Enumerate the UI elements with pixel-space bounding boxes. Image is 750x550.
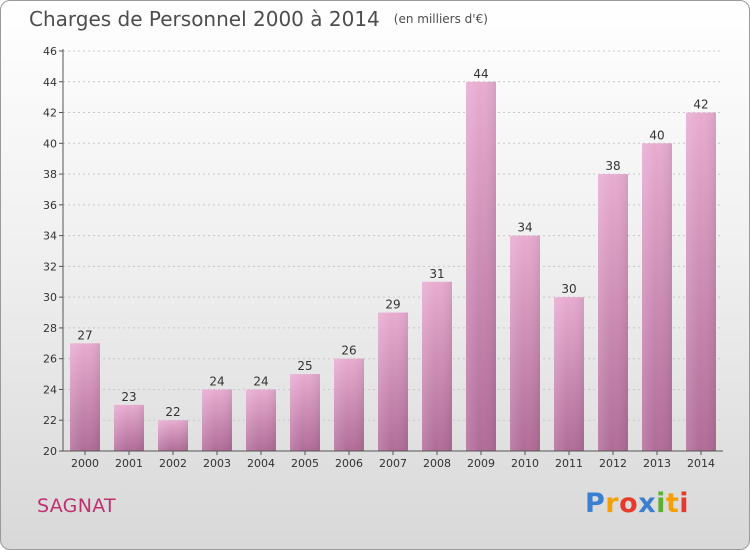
bar-shade <box>598 174 628 452</box>
data-label: 26 <box>341 344 356 358</box>
bar-shade <box>642 143 672 452</box>
y-tick-label: 20 <box>43 445 57 458</box>
data-label: 40 <box>649 128 664 142</box>
bar-shade <box>70 343 100 451</box>
bar-shade <box>158 420 188 451</box>
logo-letter: x <box>638 488 657 519</box>
data-label: 34 <box>517 221 532 235</box>
commune-name: SAGNAT <box>37 495 116 517</box>
y-tick-label: 46 <box>43 45 57 58</box>
data-label: 24 <box>253 374 268 388</box>
x-tick-label: 2006 <box>335 457 363 470</box>
y-tick-label: 38 <box>43 168 57 181</box>
y-tick-label: 22 <box>43 414 57 427</box>
x-tick-label: 2003 <box>203 457 231 470</box>
y-tick-label: 40 <box>43 137 57 150</box>
data-label: 38 <box>605 159 620 173</box>
logo-letter: r <box>605 488 620 519</box>
bar-shade <box>114 404 144 451</box>
bars: 27 23 22 24 24 25 26 29 31 44 34 30 38 40 42 <box>70 67 716 452</box>
data-label: 27 <box>77 328 92 342</box>
x-tick-label: 2011 <box>555 457 583 470</box>
chart-subtitle: (en milliers d'€) <box>393 12 488 26</box>
x-tick-label: 2009 <box>467 457 495 470</box>
data-label: 42 <box>693 98 708 112</box>
chart-title: Charges de Personnel 2000 à 2014 (en mill… <box>29 7 488 31</box>
y-tick-label: 30 <box>43 291 57 304</box>
x-tick-label: 2008 <box>423 457 451 470</box>
proxiti-logo[interactable]: Proxiti <box>585 488 689 519</box>
x-tick-label: 2002 <box>159 457 187 470</box>
bar-shade <box>290 374 320 451</box>
x-tick-label: 2000 <box>71 457 99 470</box>
logo-letter: i <box>679 488 690 519</box>
data-label: 31 <box>429 267 444 281</box>
bar-shade <box>246 389 276 451</box>
y-tick-label: 36 <box>43 199 57 212</box>
data-label: 24 <box>209 374 224 388</box>
bar-shade <box>510 235 540 451</box>
x-tick-label: 2010 <box>511 457 539 470</box>
y-tick-label: 34 <box>43 230 57 243</box>
data-label: 22 <box>165 405 180 419</box>
logo-letter: i <box>656 488 666 519</box>
logo-letter: P <box>585 488 606 519</box>
y-tick-label: 44 <box>43 76 57 89</box>
logo-letter: t <box>665 488 680 519</box>
x-tick-label: 2014 <box>687 457 715 470</box>
x-tick-label: 2005 <box>291 457 319 470</box>
bar-shade <box>554 297 584 451</box>
bar-shade <box>378 312 408 451</box>
data-label: 23 <box>121 390 136 404</box>
logo-letter: o <box>619 488 639 519</box>
axes: 20 22 24 26 28 30 32 34 36 38 40 42 44 46 2000 2001 2002… <box>43 45 723 470</box>
x-tick-label: 2007 <box>379 457 407 470</box>
y-tick-label: 32 <box>43 260 57 273</box>
x-tick-label: 2001 <box>115 457 143 470</box>
y-tick-label: 42 <box>43 107 57 120</box>
bar-shade <box>334 358 364 451</box>
data-label: 30 <box>561 282 576 296</box>
y-tick-label: 28 <box>43 322 57 335</box>
x-tick-label: 2012 <box>599 457 627 470</box>
bar-shade <box>422 281 452 451</box>
y-tick-label: 26 <box>43 353 57 366</box>
x-tick-label: 2013 <box>643 457 671 470</box>
x-tick-label: 2004 <box>247 457 275 470</box>
y-tick-label: 24 <box>43 383 57 396</box>
bar-shade <box>466 81 496 452</box>
data-label: 44 <box>473 67 488 81</box>
data-label: 29 <box>385 298 400 312</box>
data-label: 25 <box>297 359 312 373</box>
bar-shade <box>686 112 716 452</box>
bar-shade <box>202 389 232 451</box>
